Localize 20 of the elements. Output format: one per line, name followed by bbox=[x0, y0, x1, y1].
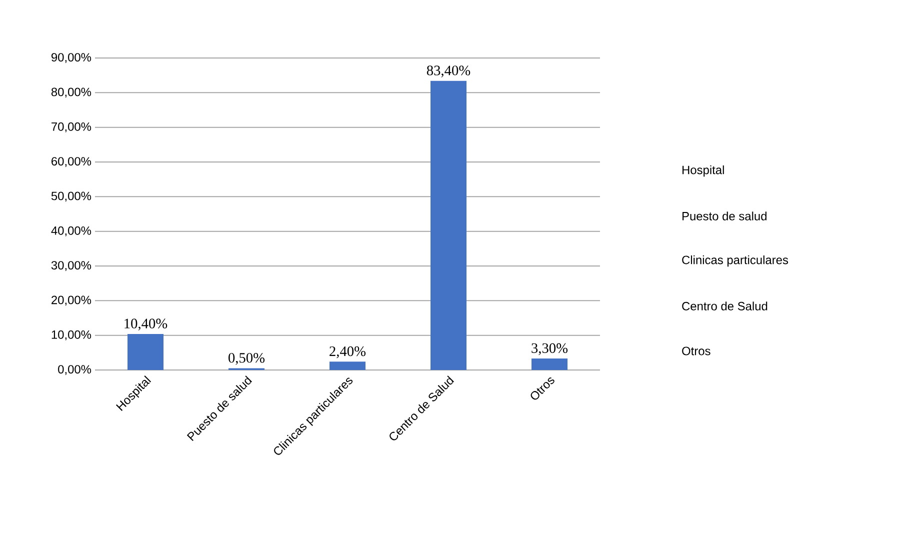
category-label: Otros bbox=[682, 346, 710, 356]
y-tick-label: 70,00% bbox=[52, 122, 92, 132]
data-label: 3,30% bbox=[532, 343, 568, 356]
y-tick-label: 40,00% bbox=[51, 226, 92, 236]
y-tick-label: 60,00% bbox=[52, 157, 92, 167]
y-tick-label: 20,00% bbox=[52, 296, 92, 306]
data-label: 0,50% bbox=[228, 352, 265, 365]
category-label: Centro de Salud bbox=[682, 302, 768, 310]
data-label: 83,40% bbox=[426, 66, 470, 78]
y-tick-label: 90,00% bbox=[51, 53, 92, 63]
category-label: Puesto de salud bbox=[682, 212, 766, 220]
y-tick-label: 80,00% bbox=[51, 88, 92, 98]
y-tick-label: 30,00% bbox=[51, 261, 92, 271]
y-tick-label: 0,00% bbox=[58, 365, 92, 375]
data-label: 2,40% bbox=[330, 346, 366, 358]
y-tick-label: 50,00% bbox=[51, 192, 92, 202]
data-label: 10,40% bbox=[124, 318, 168, 330]
category-label: Clinicas particulares bbox=[682, 255, 788, 267]
y-tick-label: 10,00% bbox=[52, 330, 92, 340]
category-label: Hospital bbox=[682, 165, 724, 177]
